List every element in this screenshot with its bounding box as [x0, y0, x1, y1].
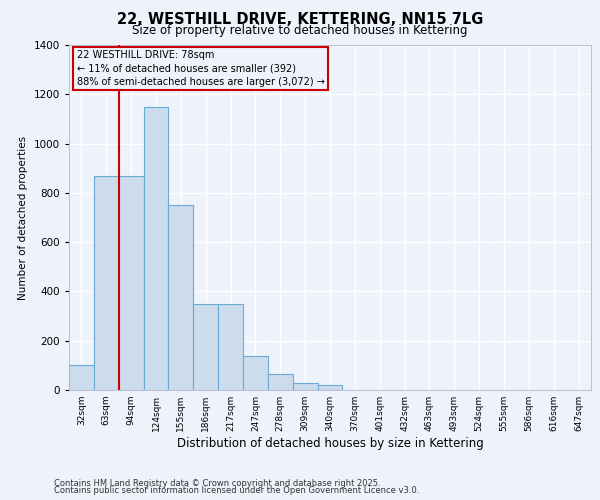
Bar: [69, 366, 94, 390]
Bar: [218, 304, 243, 390]
Text: Size of property relative to detached houses in Kettering: Size of property relative to detached ho…: [132, 24, 468, 37]
Text: 22, WESTHILL DRIVE, KETTERING, NN15 7LG: 22, WESTHILL DRIVE, KETTERING, NN15 7LG: [117, 12, 483, 28]
Bar: [143, 106, 169, 390]
Text: Contains public sector information licensed under the Open Government Licence v3: Contains public sector information licen…: [54, 486, 419, 495]
Y-axis label: Number of detached properties: Number of detached properties: [18, 136, 28, 300]
Bar: [169, 205, 193, 390]
Bar: [94, 176, 119, 390]
Bar: [193, 304, 218, 390]
Bar: [317, 385, 343, 390]
Bar: [119, 176, 143, 390]
Bar: [243, 356, 268, 390]
Text: Contains HM Land Registry data © Crown copyright and database right 2025.: Contains HM Land Registry data © Crown c…: [54, 478, 380, 488]
Bar: [268, 374, 293, 390]
Bar: [293, 382, 317, 390]
Text: 22 WESTHILL DRIVE: 78sqm
← 11% of detached houses are smaller (392)
88% of semi-: 22 WESTHILL DRIVE: 78sqm ← 11% of detach…: [77, 50, 325, 86]
X-axis label: Distribution of detached houses by size in Kettering: Distribution of detached houses by size …: [176, 437, 484, 450]
